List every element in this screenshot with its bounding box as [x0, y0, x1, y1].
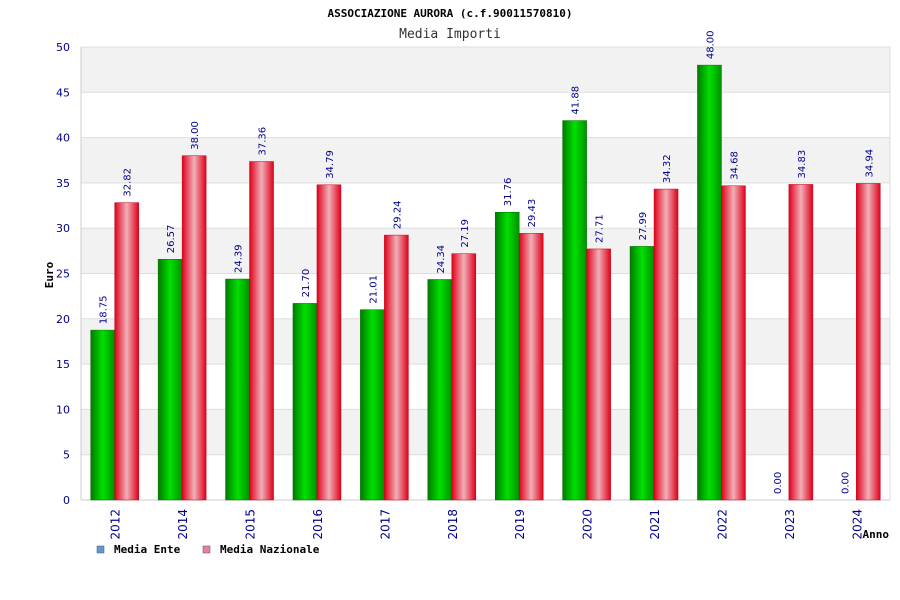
- data-label: 32.82: [123, 168, 134, 197]
- y-tick-label: 25: [56, 268, 70, 281]
- bar-media-nazionale: [181, 155, 207, 501]
- plot-band: [81, 364, 890, 410]
- data-label: 27.71: [595, 214, 606, 243]
- x-tick-label: 2023: [783, 509, 797, 540]
- legend: Media Ente Media Nazionale: [96, 543, 320, 556]
- bar-media-ente: [225, 278, 250, 501]
- bar-media-nazionale: [114, 202, 139, 501]
- y-tick-label: 30: [56, 222, 70, 235]
- data-label: 29.43: [527, 199, 538, 228]
- data-label: 41.88: [571, 86, 582, 115]
- bar-media-nazionale: [249, 161, 274, 501]
- bars: [90, 64, 881, 501]
- bar-media-ente: [629, 246, 655, 501]
- y-tick-label: 40: [56, 132, 70, 145]
- bar-media-nazionale: [316, 184, 342, 501]
- data-label: 48.00: [705, 30, 716, 59]
- data-label: 34.68: [729, 151, 740, 180]
- x-tick-label: 2017: [378, 509, 392, 540]
- grid-lines: [80, 46, 891, 501]
- x-tick-label: 2020: [581, 509, 595, 540]
- bar-media-nazionale: [586, 248, 611, 501]
- plot-band: [81, 273, 890, 319]
- data-label: 34.94: [864, 149, 875, 178]
- data-label: 34.83: [797, 150, 808, 179]
- plot-band: [81, 454, 890, 500]
- data-label: 0.00: [840, 472, 851, 494]
- x-tick-label: 2014: [176, 509, 190, 540]
- x-tick-label: 2015: [244, 509, 258, 540]
- bar-media-ente: [427, 279, 453, 501]
- bar-media-nazionale: [451, 253, 477, 501]
- y-tick-label: 10: [56, 403, 70, 416]
- plot-band: [81, 409, 890, 455]
- y-tick-label: 5: [63, 449, 70, 462]
- bar-media-ente: [90, 329, 115, 501]
- data-labels: 18.75 32.82 26.57 38.00 24.39 37.36 21.70 34.79…: [99, 30, 876, 494]
- bar-media-nazionale: [653, 188, 679, 501]
- data-label: 21.01: [368, 275, 379, 304]
- bar-media-ente: [292, 303, 318, 501]
- bar-media-nazionale: [518, 233, 544, 501]
- x-tick-label: 2019: [513, 509, 527, 540]
- chart-title: ASSOCIAZIONE AURORA (c.f.90011570810): [327, 7, 572, 20]
- plot-band: [81, 92, 890, 138]
- plot-band: [81, 182, 890, 229]
- bar-media-ente: [360, 309, 385, 501]
- data-label: 27.19: [460, 219, 471, 248]
- data-label: 0.00: [773, 472, 784, 494]
- y-tick-label: 35: [56, 177, 70, 190]
- data-label: 38.00: [190, 121, 201, 150]
- bar-media-nazionale: [856, 183, 881, 501]
- y-axis-ticks: 0 5 10 15 20 25 30 35 40 45 50: [56, 41, 70, 507]
- x-tick-label: 2012: [109, 509, 123, 540]
- y-tick-label: 45: [56, 86, 70, 99]
- x-tick-label: 2016: [311, 509, 325, 540]
- bar-media-ente: [697, 64, 722, 501]
- legend-label: Media Nazionale: [220, 543, 320, 556]
- y-tick-label: 20: [56, 313, 70, 326]
- y-axis-label: Euro: [43, 261, 56, 288]
- bar-media-ente: [562, 120, 587, 501]
- plot-background: [81, 47, 890, 500]
- data-label: 34.32: [662, 154, 673, 183]
- x-tick-label: 2022: [715, 509, 729, 540]
- data-label: 24.39: [234, 244, 245, 273]
- legend-label: Media Ente: [114, 543, 181, 556]
- plot-band: [81, 47, 890, 93]
- plot-band: [81, 228, 890, 274]
- bar-media-ente: [494, 212, 520, 501]
- x-tick-label: 2018: [446, 509, 460, 540]
- bar-media-nazionale: [721, 185, 746, 501]
- legend-swatch: [202, 545, 211, 554]
- y-tick-label: 15: [56, 358, 70, 371]
- x-tick-label: 2021: [648, 509, 662, 540]
- chart-subtitle: Media Importi: [399, 27, 501, 42]
- plot-band: [81, 318, 890, 365]
- data-label: 26.57: [166, 225, 177, 254]
- bar-media-nazionale: [788, 184, 814, 501]
- data-label: 27.99: [638, 212, 649, 241]
- data-label: 29.24: [392, 200, 403, 229]
- x-tick-label: 2024: [850, 509, 864, 540]
- plot-band: [81, 137, 890, 183]
- bar-media-nazionale: [384, 234, 409, 501]
- legend-swatch: [96, 545, 105, 554]
- y-tick-label: 50: [56, 41, 70, 54]
- data-label: 21.70: [301, 269, 312, 298]
- data-label: 34.79: [325, 150, 336, 179]
- bar-media-ente: [157, 259, 183, 501]
- data-label: 24.34: [436, 245, 447, 274]
- data-label: 18.75: [99, 295, 110, 324]
- x-axis-ticks: 2012 2014 2015 2016 2017 2018 2019 2020 2021 2022…: [109, 509, 865, 540]
- data-label: 31.76: [503, 178, 514, 207]
- data-label: 37.36: [258, 127, 269, 156]
- x-axis-label: Anno: [863, 528, 890, 541]
- y-tick-label: 0: [63, 494, 70, 507]
